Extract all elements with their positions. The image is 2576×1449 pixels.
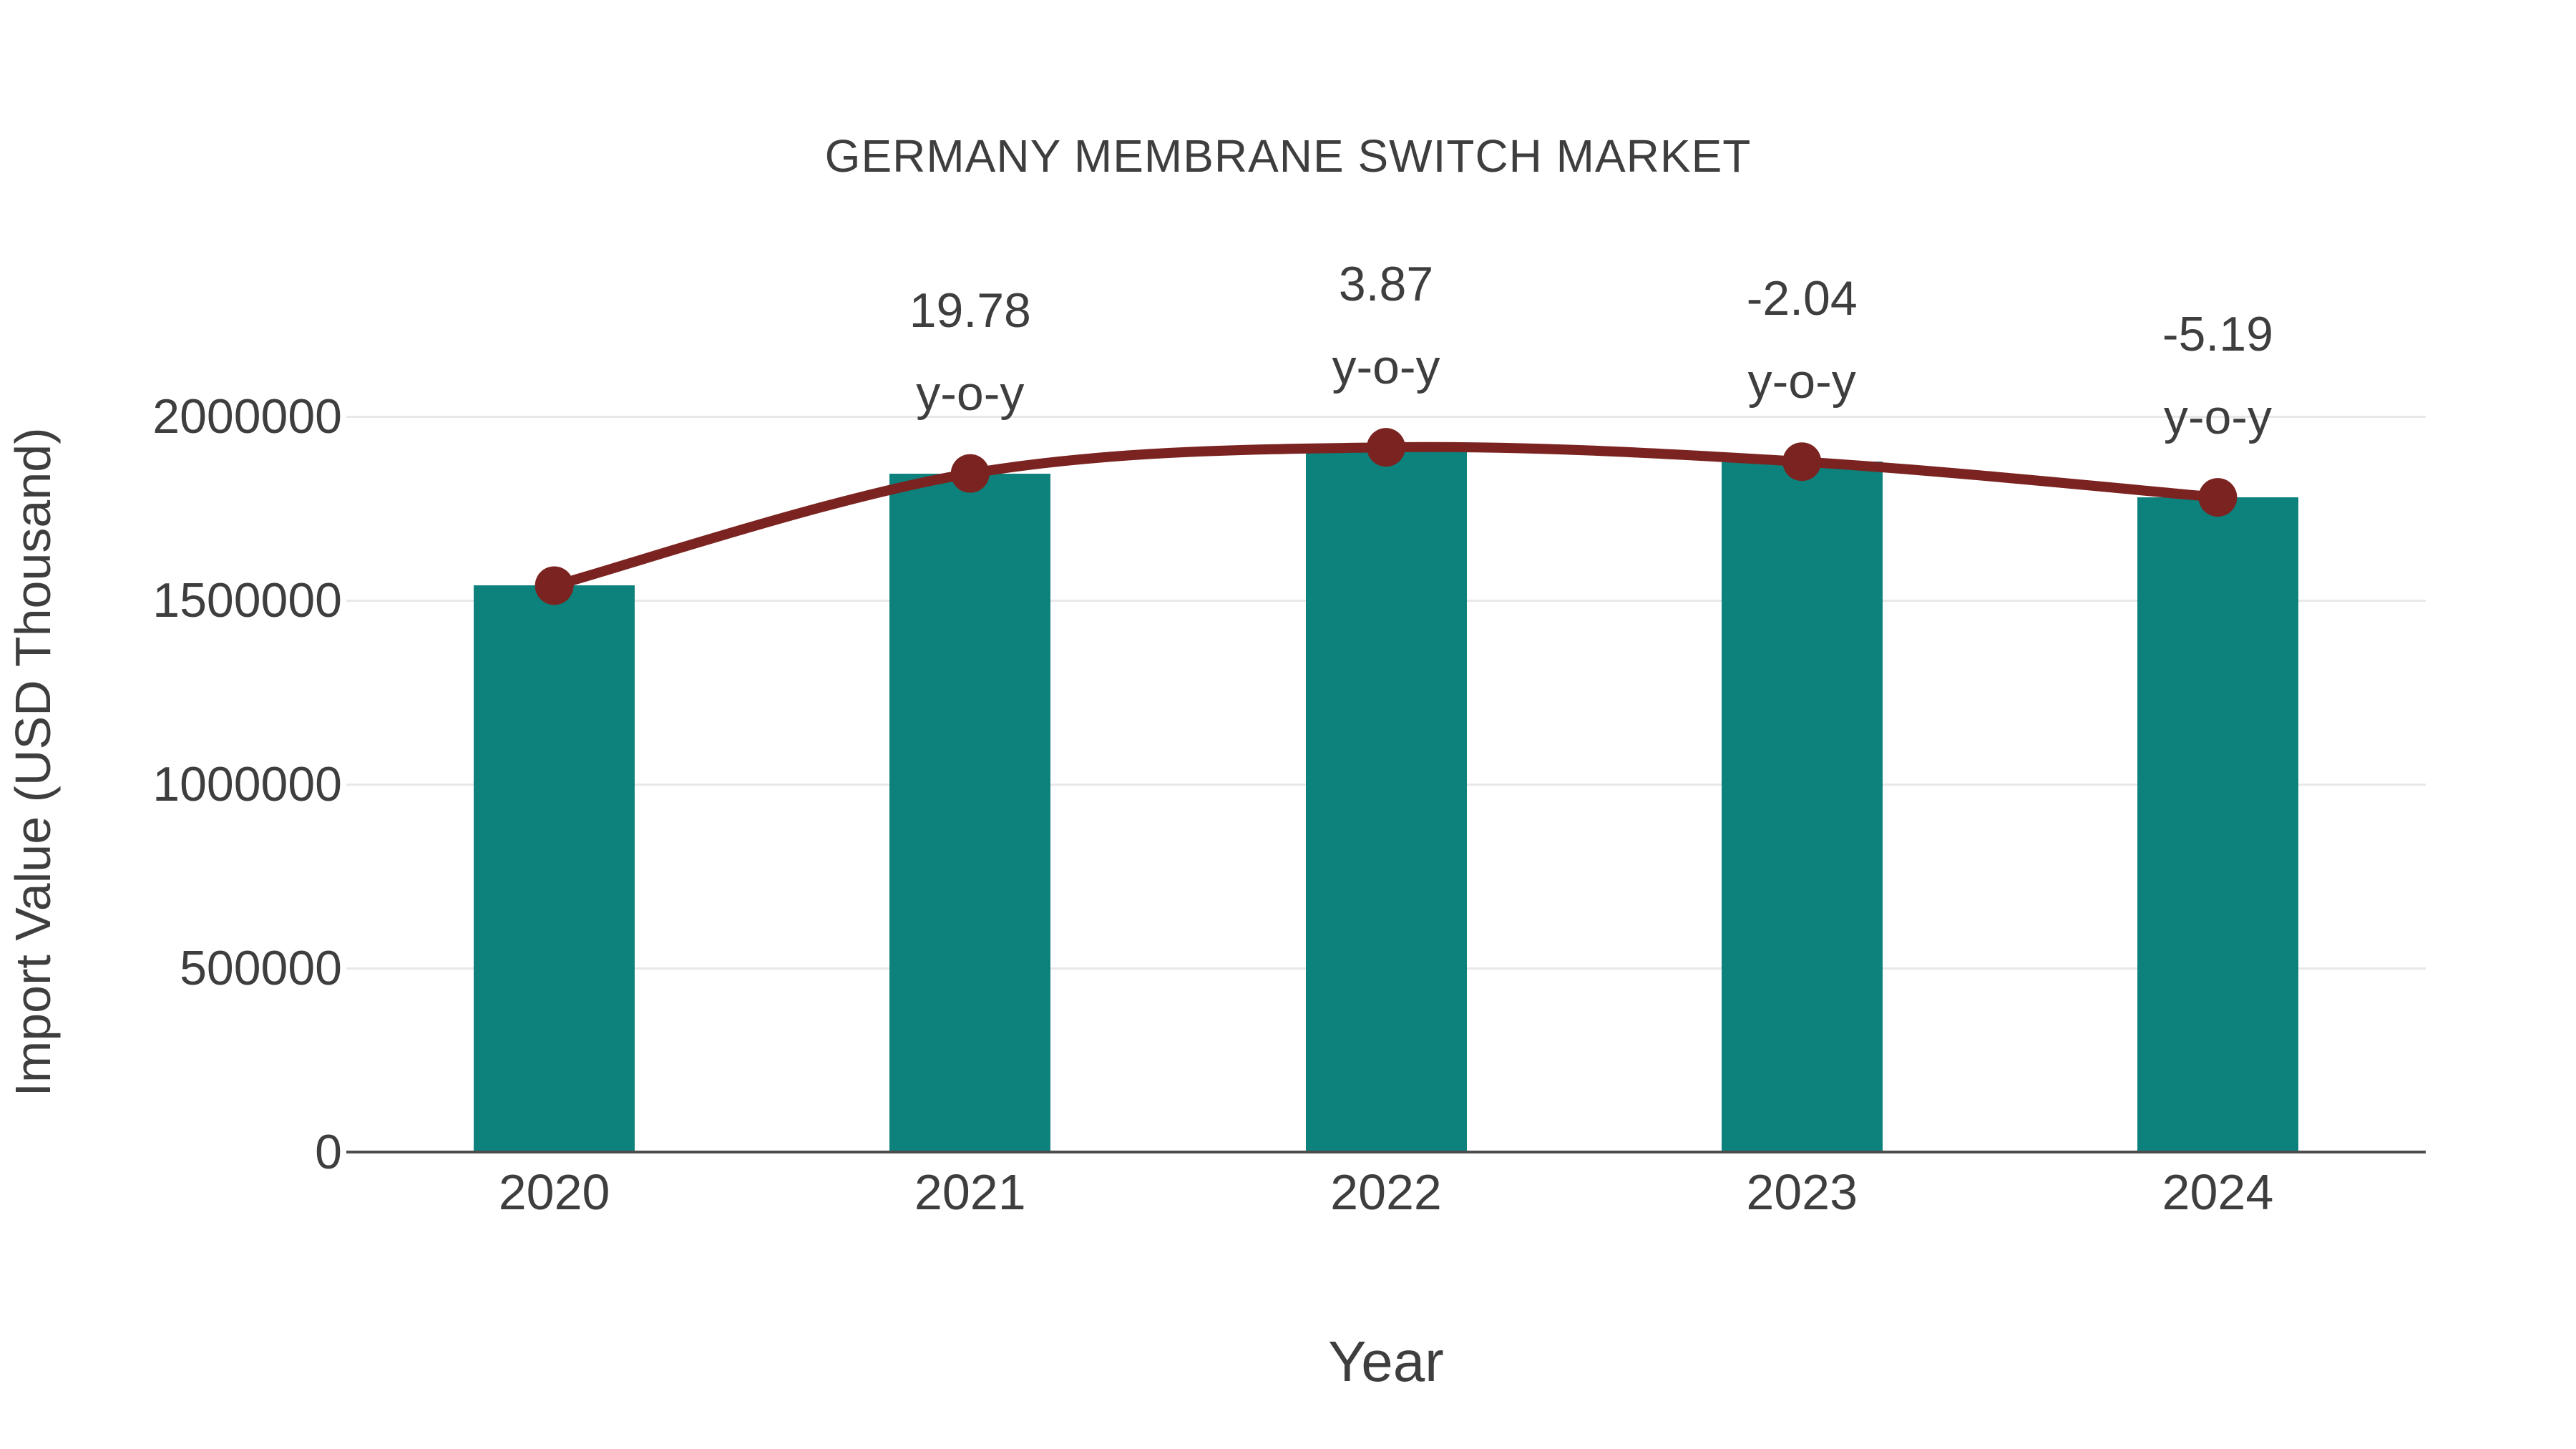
x-tick-label-2023: 2023: [1746, 1164, 1858, 1220]
bar-2020: [474, 585, 635, 1152]
annotation-2021-value: 19.78: [909, 283, 1031, 338]
annotation-2022-yoy: y-o-y: [1332, 340, 1440, 395]
annotation-2023-value: -2.04: [1746, 271, 1858, 326]
annotation-2024-value: -5.19: [2162, 307, 2273, 362]
x-tick-label-2022: 2022: [1330, 1164, 1442, 1220]
bar-2024: [2137, 497, 2298, 1152]
data-point-2022: [1367, 428, 1405, 467]
y-tick-label: 1000000: [152, 757, 342, 811]
annotation-2024-yoy: y-o-y: [2163, 390, 2272, 445]
x-tick-label-2024: 2024: [2162, 1164, 2274, 1220]
x-tick-label-2020: 2020: [498, 1164, 610, 1220]
trend-line: [549, 441, 2223, 591]
data-point-2023: [1782, 442, 1822, 482]
bar-2021: [889, 473, 1051, 1152]
gridline: [346, 415, 2426, 418]
data-point-2024: [2198, 478, 2238, 517]
annotation-2022-value: 3.87: [1338, 257, 1434, 312]
x-axis-line: [346, 1151, 2426, 1153]
y-tick-label: 1500000: [152, 573, 342, 628]
bar-2023: [1721, 462, 1883, 1152]
x-axis-title: Year: [1328, 1330, 1444, 1393]
data-point-2020: [535, 566, 574, 605]
annotation-2021-yoy: y-o-y: [916, 366, 1025, 421]
y-tick-label: 2000000: [152, 389, 342, 444]
x-tick-label-2021: 2021: [914, 1164, 1026, 1220]
y-tick-label: 500000: [180, 941, 342, 995]
bar-2022: [1305, 447, 1467, 1152]
y-tick-label: 0: [315, 1125, 342, 1179]
annotation-2023-yoy: y-o-y: [1747, 354, 1856, 409]
data-point-2021: [950, 454, 990, 493]
chart-title: GERMANY MEMBRANE SWITCH MARKET: [824, 130, 1752, 182]
